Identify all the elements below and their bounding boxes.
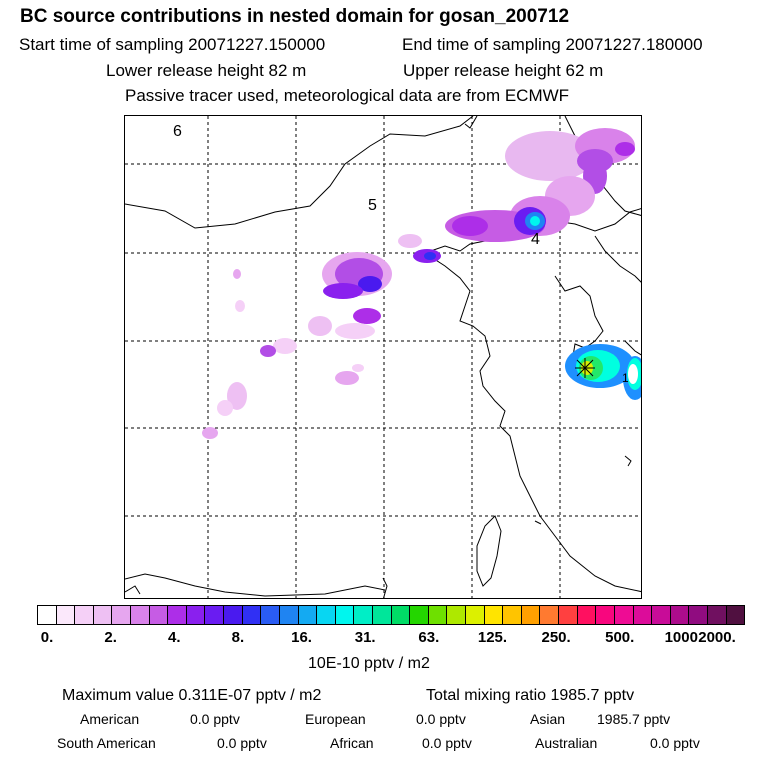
south-american-label: South American xyxy=(57,735,156,751)
colorbar-tick-label: 1000. xyxy=(664,629,703,646)
colorbar-tick-label: 500. xyxy=(605,629,635,646)
tracer-plume xyxy=(202,128,635,439)
colorbar-cell xyxy=(466,606,485,624)
region-label-1: 1 xyxy=(622,371,629,385)
colorbar-cell xyxy=(410,606,429,624)
colorbar-cell xyxy=(168,606,187,624)
map-canvas: 6 5 4 1 xyxy=(125,116,641,598)
map-panel: 6 5 4 1 xyxy=(124,115,642,599)
colorbar-cell xyxy=(521,606,541,624)
colorbar-tick-label: 4. xyxy=(168,629,181,646)
region-label-6: 6 xyxy=(173,123,182,140)
colorbar-cell xyxy=(354,606,373,624)
colorbar-cell xyxy=(112,606,132,624)
colorbar-tick-label: 2. xyxy=(104,629,117,646)
colorbar-tick-label: 0. xyxy=(40,629,54,646)
colorbar-tick-label: 2000. xyxy=(698,629,736,646)
colorbar-tick-label: 16. xyxy=(291,629,312,646)
african-value: 0.0 pptv xyxy=(422,735,472,751)
colorbar-cell xyxy=(186,606,206,624)
colorbar xyxy=(37,605,745,625)
colorbar-cell xyxy=(93,606,113,624)
source-hotspot xyxy=(565,344,641,400)
colorbar-cell xyxy=(689,606,708,624)
colorbar-cell xyxy=(317,606,336,624)
colorbar-cell xyxy=(614,606,634,624)
colorbar-cell xyxy=(559,606,578,624)
colorbar-cell xyxy=(131,606,150,624)
region-label-4: 4 xyxy=(531,231,540,248)
colorbar-cell xyxy=(484,606,504,624)
colorbar-cell xyxy=(372,606,392,624)
colorbar-cell xyxy=(652,606,671,624)
american-label: American xyxy=(80,711,140,727)
region-label-5: 5 xyxy=(368,197,377,214)
colorbar-cell xyxy=(224,606,243,624)
colorbar-tick-label: 250. xyxy=(541,629,571,646)
colorbar-cell xyxy=(707,606,727,624)
coastlines xyxy=(125,116,641,598)
asian-value: 1985.7 pptv xyxy=(597,711,671,727)
european-label: European xyxy=(305,711,366,727)
colorbar-tick-label: 8. xyxy=(231,629,245,646)
south-american-value: 0.0 pptv xyxy=(217,735,267,751)
colorbar-cell xyxy=(503,606,522,624)
colorbar-cell xyxy=(428,606,448,624)
african-label: African xyxy=(330,735,374,751)
upper-height-label: Upper release height 62 m xyxy=(403,61,604,80)
colorbar-cell xyxy=(577,606,597,624)
colorbar-tick-label: 63. xyxy=(418,629,440,646)
colorbar-cell xyxy=(261,606,280,624)
colorbar-units: 10E-10 pptv / m2 xyxy=(308,655,430,672)
colorbar-cell xyxy=(242,606,262,624)
colorbar-tick-label: 31. xyxy=(354,629,376,646)
colorbar-cell xyxy=(335,606,355,624)
colorbar-cell xyxy=(205,606,225,624)
max-value-text: Maximum value 0.311E-07 pptv / m2 xyxy=(62,687,322,704)
colorbar-cell xyxy=(149,606,169,624)
colorbar-tick-label: 125. xyxy=(477,629,508,646)
tracer-note: Passive tracer used, meteorological data… xyxy=(125,86,570,105)
receptor-marker xyxy=(575,358,595,378)
colorbar-cell xyxy=(298,606,318,624)
colorbar-cell xyxy=(279,606,299,624)
american-value: 0.0 pptv xyxy=(190,711,240,727)
colorbar-cell xyxy=(596,606,615,624)
colorbar-cell xyxy=(56,606,76,624)
chart-title: BC source contributions in nested domain… xyxy=(20,6,570,27)
start-time-label: Start time of sampling 20071227.150000 xyxy=(19,35,326,54)
australian-value: 0.0 pptv xyxy=(650,735,700,751)
region-labels: 6 5 4 1 xyxy=(173,123,629,385)
end-time-label: End time of sampling 20071227.180000 xyxy=(402,35,703,54)
colorbar-cell xyxy=(633,606,653,624)
colorbar-cell xyxy=(540,606,560,624)
australian-label: Australian xyxy=(535,735,598,751)
total-mixing-text: Total mixing ratio 1985.7 pptv xyxy=(426,687,635,704)
colorbar-cell xyxy=(447,606,467,624)
colorbar-cell xyxy=(75,606,94,624)
colorbar-cell xyxy=(38,606,57,624)
colorbar-cell xyxy=(726,606,745,624)
european-value: 0.0 pptv xyxy=(416,711,466,727)
lower-height-label: Lower release height 82 m xyxy=(106,61,307,80)
colorbar-cell xyxy=(391,606,411,624)
colorbar-cell xyxy=(670,606,690,624)
asian-label: Asian xyxy=(530,711,566,727)
